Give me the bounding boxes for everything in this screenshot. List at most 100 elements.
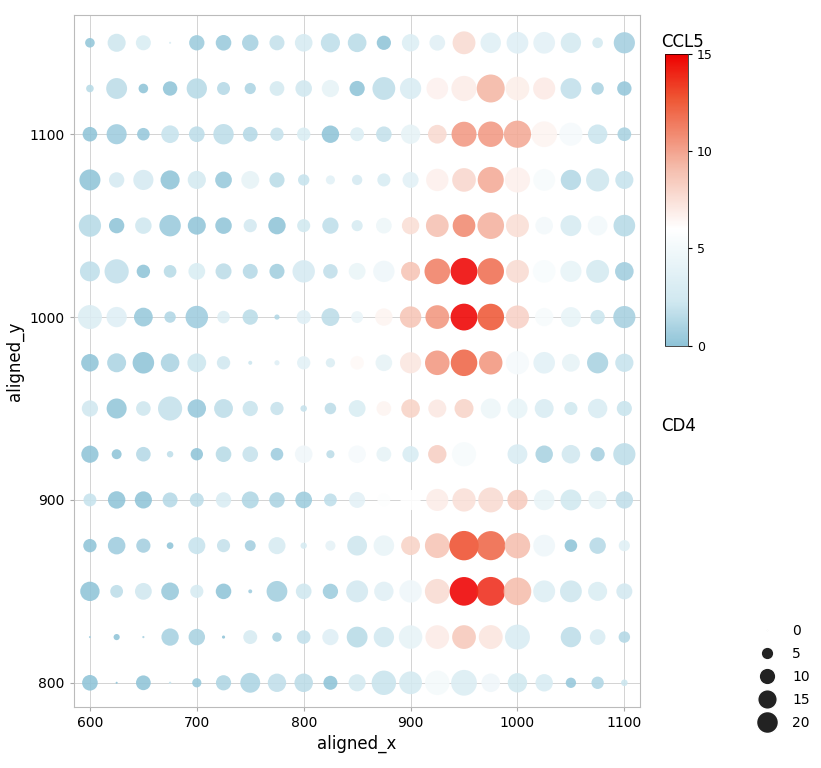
Point — [591, 220, 604, 232]
Point — [351, 356, 364, 369]
Point — [217, 448, 230, 460]
Point — [84, 631, 97, 644]
Point — [110, 402, 123, 415]
Point — [137, 631, 150, 644]
Point — [323, 82, 337, 94]
Point — [404, 677, 417, 689]
Point — [591, 585, 604, 598]
Point — [511, 402, 524, 415]
Point — [431, 356, 444, 369]
Point — [457, 311, 470, 323]
Point — [297, 631, 310, 644]
Point — [431, 448, 444, 460]
Point — [591, 494, 604, 506]
Point — [431, 539, 444, 551]
Point — [617, 265, 631, 277]
Point — [190, 311, 204, 323]
Point — [323, 311, 337, 323]
Point — [484, 356, 498, 369]
Point — [378, 311, 391, 323]
Point — [84, 356, 97, 369]
Point — [564, 37, 577, 49]
Point — [84, 539, 97, 551]
Point — [163, 37, 177, 49]
Point — [538, 402, 551, 415]
Point — [404, 128, 417, 141]
Point — [163, 265, 177, 277]
Point — [538, 128, 551, 141]
Point — [110, 539, 123, 551]
Point — [538, 311, 551, 323]
Point — [511, 174, 524, 186]
Point — [617, 585, 631, 598]
Point — [217, 311, 230, 323]
Point — [110, 631, 123, 644]
Point — [110, 585, 123, 598]
Point — [404, 220, 417, 232]
Point — [351, 448, 364, 460]
Point — [84, 677, 97, 689]
Point — [137, 174, 150, 186]
Point — [484, 677, 498, 689]
Point — [190, 128, 204, 141]
Point — [190, 220, 204, 232]
Point — [84, 37, 97, 49]
Point — [538, 174, 551, 186]
Point — [270, 448, 283, 460]
Point — [137, 82, 150, 94]
Point — [378, 82, 391, 94]
Point — [511, 128, 524, 141]
Point — [244, 448, 257, 460]
Point — [484, 174, 498, 186]
Point — [484, 402, 498, 415]
Point — [484, 539, 498, 551]
Point — [217, 356, 230, 369]
Point — [270, 128, 283, 141]
Point — [323, 631, 337, 644]
Point — [431, 82, 444, 94]
Point — [297, 220, 310, 232]
Text: CCL5: CCL5 — [661, 33, 704, 51]
Point — [270, 494, 283, 506]
Point — [323, 265, 337, 277]
Point — [564, 311, 577, 323]
Point — [351, 494, 364, 506]
Point — [244, 356, 257, 369]
Point — [297, 37, 310, 49]
Point — [190, 265, 204, 277]
Point — [564, 631, 577, 644]
Point — [137, 448, 150, 460]
Point — [137, 220, 150, 232]
Point — [484, 82, 498, 94]
Point — [457, 677, 470, 689]
Point — [378, 402, 391, 415]
Point — [484, 631, 498, 644]
Point — [217, 539, 230, 551]
Point — [297, 82, 310, 94]
Point — [538, 448, 551, 460]
Point — [351, 220, 364, 232]
Point — [270, 631, 283, 644]
Point — [351, 37, 364, 49]
Point — [110, 220, 123, 232]
Point — [404, 402, 417, 415]
Point — [538, 631, 551, 644]
Point — [484, 37, 498, 49]
Point — [297, 265, 310, 277]
Point — [538, 37, 551, 49]
Point — [431, 677, 444, 689]
Point — [591, 631, 604, 644]
Point — [457, 265, 470, 277]
Point — [190, 677, 204, 689]
Point — [244, 220, 257, 232]
Point — [564, 82, 577, 94]
Point — [270, 311, 283, 323]
Point — [378, 585, 391, 598]
Point — [591, 448, 604, 460]
Point — [431, 402, 444, 415]
Point — [351, 585, 364, 598]
Point — [137, 265, 150, 277]
Point — [297, 677, 310, 689]
Point — [84, 82, 97, 94]
Point — [244, 82, 257, 94]
